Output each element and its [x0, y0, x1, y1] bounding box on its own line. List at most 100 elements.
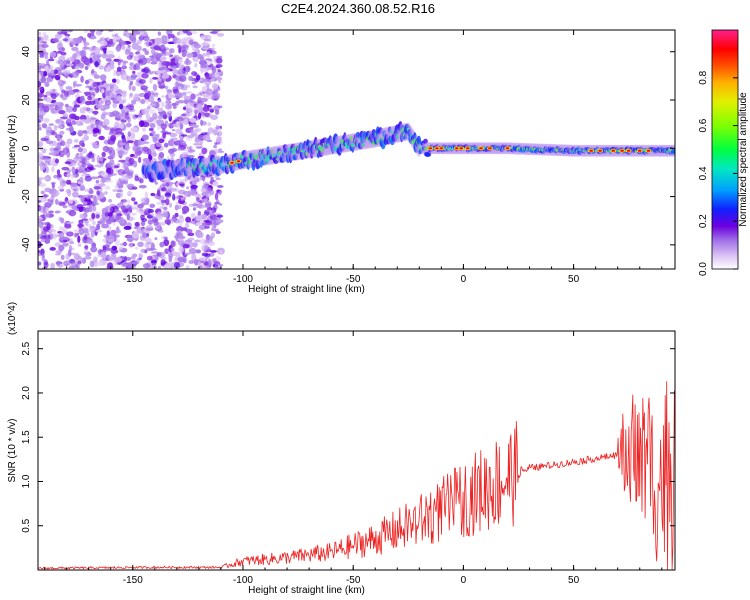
heatmap-cell [120, 242, 128, 246]
heatmap-cell [199, 238, 207, 245]
colorbar-tick-label: 0.6 [698, 118, 709, 132]
heatmap-cell [38, 200, 42, 203]
heatmap-cell [143, 141, 150, 144]
heatmap-cell [129, 62, 134, 67]
heatmap-cell [105, 66, 112, 73]
heatmap-cell [145, 198, 150, 206]
heatmap-cell [64, 263, 68, 267]
heatmap-cell [90, 246, 98, 253]
heatmap-cell [109, 159, 115, 165]
heatmap-cell [216, 135, 223, 143]
heatmap-cell [137, 139, 142, 146]
heatmap-cell [163, 132, 172, 135]
heatmap-cell [149, 122, 156, 128]
heatmap-cell [170, 247, 175, 253]
heatmap-cell [79, 213, 88, 219]
heatmap-cell [136, 53, 143, 57]
heatmap-cell [178, 189, 186, 195]
heatmap-cell [129, 92, 133, 97]
heatmap-cell [626, 149, 631, 152]
heatmap-cell [111, 148, 115, 156]
heatmap-cell [82, 46, 90, 50]
heatmap-cell [118, 244, 124, 251]
heatmap-cell [94, 176, 100, 179]
heatmap-cell [194, 258, 199, 266]
heatmap-cell [637, 149, 642, 152]
heatmap-cell [78, 222, 83, 229]
heatmap-cell [127, 131, 132, 137]
heatmap-cell [162, 38, 170, 42]
heatmap-cell [83, 227, 89, 234]
heatmap-cell [200, 188, 207, 193]
heatmap-cell [84, 234, 88, 240]
heatmap-cell [85, 100, 92, 106]
heatmap-cell [135, 246, 139, 250]
heatmap-cell [185, 222, 190, 230]
heatmap-cell [69, 221, 75, 224]
heatmap-cell [105, 100, 112, 106]
heatmap-cell [71, 261, 79, 268]
heatmap-cell [54, 74, 61, 81]
heatmap-cell [155, 141, 162, 147]
heatmap-cell [40, 137, 46, 142]
heatmap-cell [215, 230, 221, 234]
heatmap-cell [129, 65, 135, 71]
heatmap-cell [178, 63, 185, 71]
heatmap-cell [173, 261, 181, 269]
heatmap-cell [98, 135, 105, 141]
heatmap-cell [203, 261, 209, 266]
heatmap-cell [73, 59, 81, 65]
heatmap-cell [169, 139, 176, 143]
heatmap-cell [93, 256, 98, 263]
heatmap-cell [40, 183, 46, 188]
heatmap-cell [187, 232, 195, 237]
heatmap-cell [191, 81, 196, 85]
heatmap-cell [174, 204, 179, 211]
heatmap-cell [79, 50, 85, 57]
heatmap-cell [172, 214, 177, 219]
heatmap-cell [165, 198, 170, 206]
heatmap-cell [217, 69, 221, 73]
heatmap-cell [174, 92, 183, 99]
heatmap-cell [46, 223, 51, 231]
heatmap-cell [57, 31, 64, 35]
heatmap-cell [61, 120, 65, 126]
heatmap-cell [118, 103, 124, 110]
heatmap-cell [66, 63, 74, 67]
heatmap-cell [55, 158, 59, 164]
heatmap-cell [170, 65, 177, 70]
heatmap-cell [214, 201, 221, 205]
heatmap-cell [188, 98, 193, 104]
heatmap-cell [158, 138, 165, 143]
heatmap-cell [77, 260, 82, 265]
heatmap-cell [132, 231, 140, 239]
heatmap-cell [65, 210, 70, 214]
heatmap-cell [108, 257, 114, 262]
heatmap-cell [172, 37, 180, 41]
heatmap-cell [131, 99, 137, 105]
heatmap-cell [149, 103, 156, 107]
colorbar-gradient [711, 29, 739, 270]
heatmap-cell [181, 151, 188, 158]
heatmap-cell [38, 140, 44, 148]
heatmap-cell [168, 142, 174, 146]
heatmap-cell [200, 132, 208, 136]
heatmap-cell [165, 103, 172, 110]
heatmap-cell [201, 147, 208, 154]
heatmap-cell [127, 44, 131, 48]
heatmap-cell [189, 117, 197, 123]
heatmap-cell [212, 181, 219, 187]
heatmap-cell [40, 238, 46, 243]
heatmap-cell [180, 134, 188, 137]
heatmap-cell [185, 265, 190, 269]
x-tick-label: -100 [233, 274, 253, 285]
x-tick-label: -150 [123, 274, 143, 285]
heatmap-cell [40, 235, 48, 240]
heatmap-cell [77, 37, 82, 40]
heatmap-cell [140, 212, 145, 216]
heatmap-cell [56, 134, 61, 142]
heatmap-cell [87, 240, 94, 245]
heatmap-cell [162, 69, 170, 72]
heatmap-cell [175, 187, 180, 193]
heatmap-cell [138, 59, 144, 64]
